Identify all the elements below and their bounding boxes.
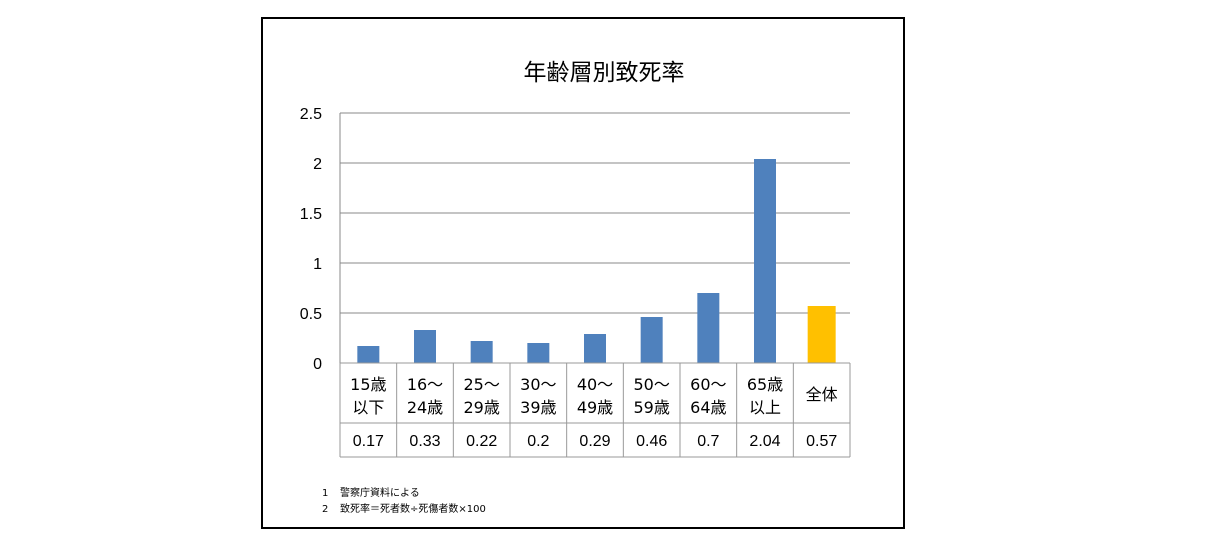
category-label: 29歳	[463, 398, 499, 417]
y-tick-label: 2.5	[300, 106, 322, 123]
data-value-label: 0.7	[697, 433, 719, 450]
data-value-label: 0.46	[636, 433, 667, 450]
category-label: 24歳	[407, 398, 443, 417]
bar	[357, 346, 380, 363]
bar	[527, 343, 550, 363]
y-tick-label: 0	[313, 356, 322, 373]
data-value-label: 0.57	[806, 433, 837, 450]
data-value-label: 2.04	[749, 433, 780, 450]
footnote-2-number: 2	[322, 504, 328, 515]
bars	[357, 159, 836, 363]
y-tick-label: 1.5	[300, 206, 322, 223]
category-label: 30～	[520, 375, 556, 394]
category-label: 39歳	[520, 398, 556, 417]
category-label: 以下	[352, 398, 384, 417]
bar	[640, 317, 663, 363]
chart-title: 年齢層別致死率	[524, 60, 685, 86]
category-label: 以上	[749, 398, 781, 417]
bar	[414, 330, 436, 363]
data-value-label: 0.17	[353, 433, 384, 450]
footnote-2-text: 致死率＝死者数÷死傷者数×100	[340, 502, 486, 515]
category-label: 40～	[577, 375, 613, 394]
bar	[807, 306, 836, 363]
category-label: 16～	[407, 375, 443, 394]
y-tick-label: 0.5	[300, 306, 322, 323]
category-label: 64歳	[690, 398, 726, 417]
category-label: 59歳	[633, 398, 669, 417]
bar	[697, 293, 720, 363]
data-value-label: 0.33	[409, 433, 440, 450]
category-label: 全体	[806, 385, 838, 404]
y-axis-ticks: 0 0.5 1 1.5 2 2.5	[300, 106, 322, 373]
chart-frame	[261, 17, 905, 529]
footnotes: 1 警察庁資料による 2 致死率＝死者数÷死傷者数×100	[322, 486, 486, 515]
bar	[470, 341, 493, 363]
category-label: 49歳	[577, 398, 613, 417]
data-value-label: 0.22	[466, 433, 497, 450]
y-tick-label: 2	[313, 156, 322, 173]
category-label: 50～	[633, 375, 669, 394]
data-value-label: 0.2	[527, 433, 549, 450]
footnote-1-text: 警察庁資料による	[340, 486, 420, 499]
footnote-1-number: 1	[322, 488, 328, 499]
category-label: 65歳	[747, 375, 783, 394]
category-label: 25～	[463, 375, 499, 394]
data-value-label: 0.29	[579, 433, 610, 450]
category-label: 60～	[690, 375, 726, 394]
bar	[754, 159, 776, 363]
bar	[584, 334, 606, 363]
category-label: 15歳	[350, 375, 386, 394]
y-tick-label: 1	[313, 256, 322, 273]
